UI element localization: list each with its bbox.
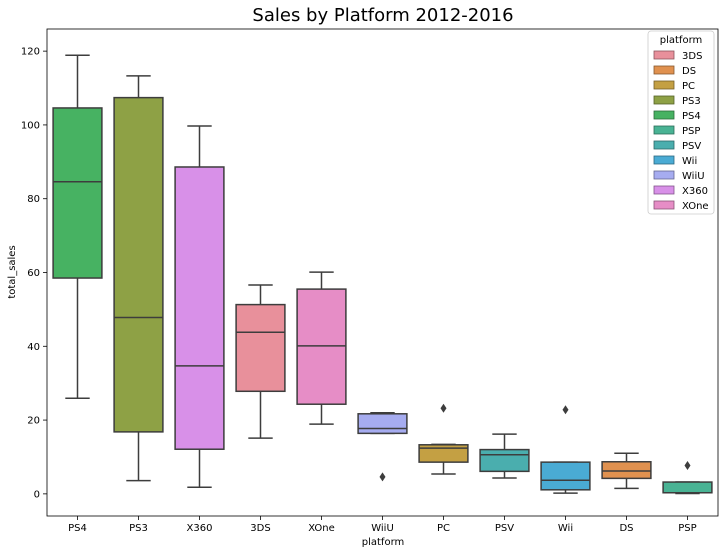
legend-entry-label: XOne	[682, 201, 709, 212]
y-tick-label: 100	[21, 120, 40, 131]
legend-entry-label: PSP	[682, 126, 700, 137]
x-tick-label: Wii	[558, 523, 573, 534]
outlier-marker	[379, 472, 386, 482]
box-wii	[540, 405, 591, 494]
legend-swatch	[653, 140, 675, 150]
legend-swatch	[653, 170, 675, 180]
y-tick-label: 20	[27, 416, 40, 427]
x-tick-label: 3DS	[250, 523, 270, 534]
legend-entry-label: PSV	[682, 141, 701, 152]
legend-swatch	[653, 185, 675, 195]
legend-swatch	[653, 110, 675, 120]
legend-swatch	[653, 200, 675, 210]
legend-entry-label: Wii	[682, 156, 697, 167]
x-axis-label: platform	[362, 537, 405, 548]
legend-swatch	[653, 95, 675, 105]
iqr-box	[601, 461, 652, 480]
legend-title: platform	[660, 35, 703, 46]
outlier-marker	[440, 403, 447, 413]
legend-entry-label: WiiU	[682, 171, 705, 182]
legend-entry-label: PC	[682, 81, 695, 92]
legend-entry-label: X360	[682, 186, 708, 197]
x-tick-label: XOne	[308, 523, 335, 534]
outlier-marker	[684, 460, 691, 470]
legend-swatch	[653, 125, 675, 135]
iqr-box	[540, 461, 591, 491]
y-tick-label: 120	[21, 47, 40, 58]
legend-entry-label: 3DS	[682, 51, 702, 62]
y-tick-label: 80	[27, 194, 40, 205]
box-psv	[479, 433, 530, 479]
x-axis: PS4 PS3 X360 3DS XOne WiiU PC PSV Wii DS PSP	[68, 516, 697, 534]
chart-title: Sales by Platform 2012-2016	[252, 5, 513, 26]
y-tick-label: 0	[34, 489, 40, 500]
x-tick-label: X360	[187, 523, 213, 534]
box-ps4	[52, 54, 103, 400]
box-series	[52, 54, 713, 495]
box-pc	[418, 403, 469, 475]
box-3ds	[235, 284, 286, 439]
iqr-box	[418, 444, 469, 463]
legend-swatch	[653, 80, 675, 90]
iqr-box	[174, 166, 225, 450]
box-ds	[601, 452, 652, 490]
iqr-box	[662, 481, 713, 494]
legend-entry-label: DS	[682, 66, 696, 77]
x-tick-label: PSP	[678, 523, 696, 534]
y-tick-label: 60	[27, 268, 40, 279]
iqr-box	[479, 448, 530, 473]
iqr-box	[113, 96, 164, 433]
box-wiiu	[357, 411, 408, 482]
legend-swatch	[653, 155, 675, 165]
iqr-box	[357, 413, 408, 435]
legend-entry-label: PS3	[682, 96, 701, 107]
x-tick-label: PC	[437, 523, 450, 534]
x-tick-label: PS4	[68, 523, 87, 534]
x-tick-label: DS	[619, 523, 633, 534]
legend-entry-label: PS4	[682, 111, 701, 122]
x-tick-label: WiiU	[371, 523, 394, 534]
iqr-box	[235, 303, 286, 393]
outlier-marker	[562, 405, 569, 415]
box-x360	[174, 125, 225, 488]
iqr-box	[52, 107, 103, 279]
legend: platform 3DS DS PC PS3 PS4 PSP PSV Wii WiiU X360 X…	[647, 30, 715, 215]
box-psp	[662, 460, 713, 495]
x-tick-label: PSV	[495, 523, 514, 534]
legend-swatch	[653, 65, 675, 75]
y-tick-label: 40	[27, 342, 40, 353]
y-axis: 0 20 40 60 80 100 120	[21, 47, 47, 500]
legend-swatch	[653, 50, 675, 60]
y-axis-label: total_sales	[7, 245, 18, 298]
box-xone	[296, 271, 347, 425]
legend-frame	[647, 30, 715, 215]
box-ps3	[113, 75, 164, 482]
x-tick-label: PS3	[129, 523, 148, 534]
